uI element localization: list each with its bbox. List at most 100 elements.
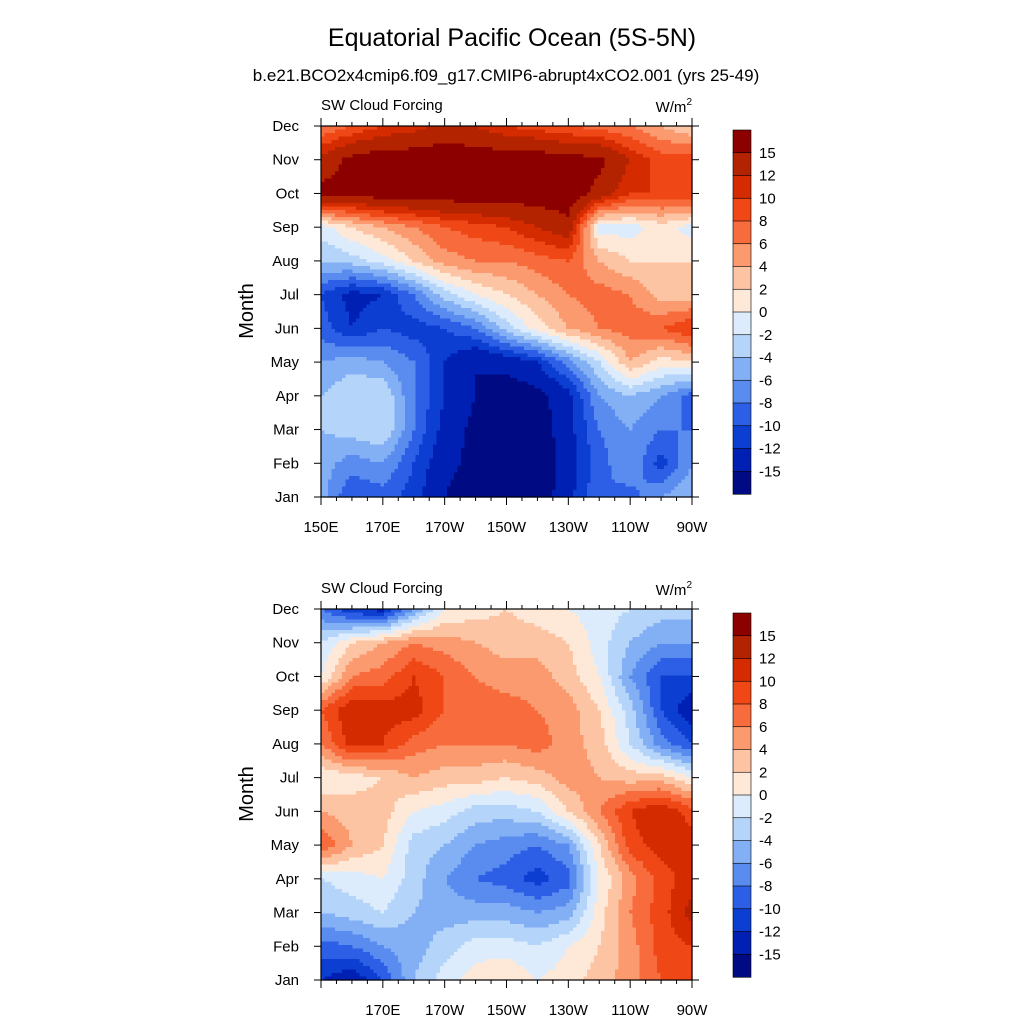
contour-cell [328,220,333,225]
contour-cell [335,266,340,271]
contour-cell [426,175,431,180]
contour-cell [678,206,683,211]
contour-cell [475,175,480,180]
contour-cell [580,241,585,246]
contour-cell [475,196,480,201]
contour-cell [674,199,679,204]
contour-cell [594,266,599,271]
contour-cell [608,189,613,194]
contour-cell [366,199,371,204]
contour-cell [674,276,679,281]
contour-cell [391,238,396,243]
contour-cell [321,154,326,159]
contour-cell [450,189,455,194]
contour-cell [660,161,665,166]
contour-cell [338,185,343,190]
contour-cell [664,262,669,267]
contour-cell [538,203,543,208]
contour-cell [370,280,375,285]
contour-cell [415,238,420,243]
contour-cell [443,266,448,271]
contour-cell [464,136,469,141]
contour-cell [499,143,504,148]
contour-cell [482,238,487,243]
contour-cell [534,273,539,278]
contour-cell [485,157,490,162]
contour-cell [548,210,553,215]
contour-cell [562,262,567,267]
contour-cell [370,164,375,169]
contour-cell [384,140,389,145]
contour-cell [391,126,396,131]
contour-cell [489,203,494,208]
contour-cell [398,224,403,229]
contour-cell [499,157,504,162]
contour-cell [401,143,406,148]
contour-cell [545,206,550,211]
contour-cell [583,133,588,138]
contour-cell [370,189,375,194]
contour-cell [342,140,347,145]
contour-cell [436,136,441,141]
contour-cell [601,224,606,229]
contour-cell [415,171,420,176]
contour-cell [429,164,434,169]
contour-cell [594,227,599,232]
contour-cell [412,164,417,169]
contour-cell [489,136,494,141]
contour-cell [496,133,501,138]
contour-cell [492,185,497,190]
contour-cell [324,213,329,218]
contour-cell [517,234,522,239]
contour-cell [471,262,476,267]
contour-cell [478,168,483,173]
contour-cell [499,189,504,194]
contour-cell [608,154,613,159]
contour-cell [475,245,480,250]
contour-cell [534,238,539,243]
contour-cell [387,269,392,274]
contour-cell [664,217,669,222]
contour-cell [615,210,620,215]
contour-cell [468,287,473,292]
contour-cell [401,175,406,180]
contour-cell [604,262,609,267]
contour-cell [401,213,406,218]
contour-cell [415,241,420,246]
contour-cell [660,269,665,274]
contour-cell [408,276,413,281]
contour-cell [324,171,329,176]
contour-cell [401,192,406,197]
contour-cell [646,217,651,222]
contour-cell [352,269,357,274]
contour-cell [513,273,518,278]
contour-cell [377,259,382,264]
contour-cell [653,276,658,281]
contour-cell [618,287,623,292]
contour-cell [664,196,669,201]
contour-cell [464,189,469,194]
contour-cell [625,283,630,288]
contour-cell [513,133,518,138]
contour-cell [678,287,683,292]
contour-cell [688,234,693,239]
contour-cell [454,171,459,176]
contour-cell [321,126,326,131]
contour-cell [412,269,417,274]
contour-cell [541,252,546,257]
contour-cell [611,182,616,187]
contour-cell [590,248,595,253]
contour-cell [426,192,431,197]
contour-cell [604,217,609,222]
contour-cell [405,220,410,225]
contour-cell [685,234,690,239]
contour-cell [618,206,623,211]
contour-cell [328,245,333,250]
contour-cell [590,164,595,169]
contour-cell [373,189,378,194]
contour-cell [363,126,368,131]
contour-cell [387,196,392,201]
contour-cell [370,220,375,225]
contour-cell [594,259,599,264]
contour-cell [345,262,350,267]
